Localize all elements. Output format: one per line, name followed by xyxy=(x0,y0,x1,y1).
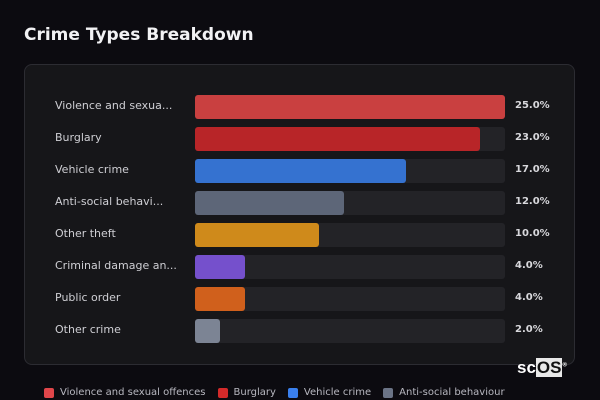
bar[interactable] xyxy=(195,319,220,343)
bar-track xyxy=(195,223,505,247)
legend-label: Violence and sexual offences xyxy=(60,387,206,398)
category-label: Vehicle crime xyxy=(55,163,129,176)
bar-row: Other theft 10.0% xyxy=(25,223,574,247)
bar-row: Burglary 23.0% xyxy=(25,127,574,151)
legend-item[interactable]: Anti-social behaviour xyxy=(383,387,505,398)
value-label: 2.0% xyxy=(515,324,543,335)
value-label: 17.0% xyxy=(515,164,550,175)
bar-track xyxy=(195,255,505,279)
legend-swatch xyxy=(44,387,54,398)
value-label: 4.0% xyxy=(515,292,543,303)
value-label: 10.0% xyxy=(515,228,550,239)
value-label: 23.0% xyxy=(515,132,550,143)
bar-track xyxy=(195,319,505,343)
bar-track xyxy=(195,159,505,183)
legend-swatch xyxy=(217,387,228,398)
bar[interactable] xyxy=(195,223,319,247)
legend-swatch xyxy=(287,387,298,398)
legend-label: Anti-social behaviour xyxy=(399,387,505,398)
bar-row: Other crime 2.0% xyxy=(25,319,574,343)
value-label: 12.0% xyxy=(515,196,550,207)
bar-track xyxy=(195,287,505,311)
bar-row: Public order 4.0% xyxy=(25,287,574,311)
category-label: Other theft xyxy=(55,227,116,240)
bar[interactable] xyxy=(195,127,481,151)
legend-label: Vehicle crime xyxy=(303,387,372,398)
category-label: Criminal damage an... xyxy=(55,259,177,272)
chart-card: Violence and sexua... 25.0% Burglary 23.0… xyxy=(24,64,575,365)
bar-row: Anti-social behavi... 12.0% xyxy=(25,191,574,215)
category-label: Other crime xyxy=(55,323,121,336)
value-label: 4.0% xyxy=(515,260,543,271)
legend-item[interactable]: Vehicle crime xyxy=(287,387,372,398)
bar-track xyxy=(195,127,505,151)
bar-row: Criminal damage an... 4.0% xyxy=(25,255,574,279)
bar[interactable] xyxy=(195,95,505,119)
legend-item[interactable]: Violence and sexual offences xyxy=(44,387,206,398)
bar[interactable] xyxy=(195,255,245,279)
bar[interactable] xyxy=(195,159,406,183)
logo: scOS® xyxy=(517,358,567,377)
category-label: Violence and sexua... xyxy=(55,99,173,112)
bar-row: Violence and sexua... 25.0% xyxy=(25,95,574,119)
category-label: Public order xyxy=(55,291,121,304)
bar-track xyxy=(195,95,505,119)
legend-swatch xyxy=(383,387,394,398)
chart-title: Crime Types Breakdown xyxy=(24,25,254,45)
bar-row: Vehicle crime 17.0% xyxy=(25,159,574,183)
bar[interactable] xyxy=(195,191,344,215)
category-label: Anti-social behavi... xyxy=(55,195,164,208)
bar-track xyxy=(195,191,505,215)
value-label: 25.0% xyxy=(515,100,550,111)
bar[interactable] xyxy=(195,287,245,311)
category-label: Burglary xyxy=(55,131,102,144)
legend-label: Burglary xyxy=(233,387,276,398)
legend: Violence and sexual offences Burglary Vehi… xyxy=(44,387,505,398)
legend-item[interactable]: Burglary xyxy=(217,387,276,398)
